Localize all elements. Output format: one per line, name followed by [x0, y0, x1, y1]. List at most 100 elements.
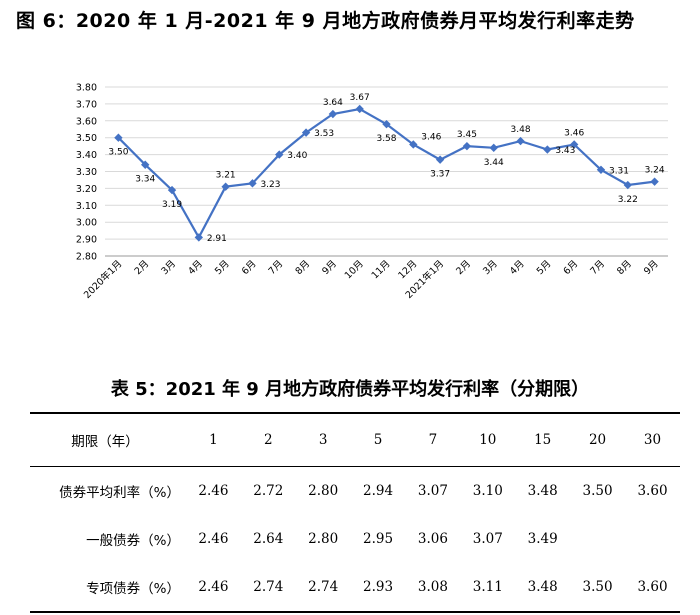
y-tick-label: 3.50 [76, 133, 97, 144]
table-cell: 3.48 [515, 563, 571, 613]
x-tick-label: 2月 [133, 258, 152, 277]
header-cell: 15 [515, 412, 571, 467]
table-row: 专项债券（%） 2.46 2.74 2.74 2.93 3.08 3.11 3.… [30, 563, 680, 613]
data-point [462, 141, 472, 151]
header-cell: 2 [240, 412, 296, 467]
table-row: 债券平均利率（%） 2.46 2.72 2.80 2.94 3.07 3.10 … [30, 467, 680, 516]
x-tick-label: 6月 [240, 258, 259, 277]
y-tick-label: 3.10 [76, 201, 97, 212]
y-tick-label: 3.70 [76, 99, 97, 110]
data-label: 3.21 [216, 171, 236, 181]
table-cell [570, 515, 625, 563]
data-label: 3.23 [260, 180, 280, 190]
header-cell: 3 [295, 412, 351, 467]
data-point [435, 155, 445, 164]
y-axis-ticks: 2.80 2.90 3.00 3.10 3.20 3.30 3.40 3.50 3.60 3.70… [76, 83, 97, 263]
data-point [382, 119, 391, 129]
table-header-row: 期限（年） 1 2 3 5 7 10 15 20 30 [30, 412, 680, 467]
table-cell: 2.46 [186, 563, 241, 613]
x-tick-label: 8月 [615, 258, 634, 277]
table-cell: 2.95 [363, 531, 394, 547]
data-label: 3.64 [323, 98, 343, 108]
data-label: 3.50 [108, 148, 128, 158]
table-cell: 3.11 [460, 563, 516, 613]
y-tick-label: 3.60 [76, 116, 97, 127]
header-cell: 1 [186, 412, 241, 467]
y-tick-label: 2.80 [76, 252, 97, 263]
x-tick-label: 11月 [370, 258, 393, 281]
data-point [194, 233, 204, 242]
row-label: 一般债券（%） [86, 533, 180, 549]
data-label: 3.19 [162, 200, 182, 210]
header-cell: 20 [570, 412, 625, 467]
header-cell: 5 [350, 412, 406, 467]
x-tick-label: 7月 [588, 258, 607, 277]
table-cell: 3.08 [405, 563, 461, 613]
data-point [355, 104, 364, 114]
x-tick-label: 2020年1月 [81, 258, 124, 301]
chart-gridlines [105, 86, 668, 257]
header-cell: 7 [405, 412, 461, 467]
table-cell: 3.50 [582, 483, 613, 499]
table-cell: 2.46 [198, 483, 229, 499]
x-tick-label: 9月 [320, 258, 339, 277]
table-title: 表 5：2021 年 9 月地方政府债券平均发行利率（分期限） [110, 379, 590, 400]
header-cell: 10 [460, 412, 516, 467]
table-cell: 2.93 [350, 563, 406, 613]
data-label: 3.46 [421, 132, 441, 142]
x-tick-label: 7月 [267, 258, 286, 277]
table-cell: 2.72 [253, 483, 284, 499]
data-point [221, 182, 230, 191]
data-point [543, 145, 552, 154]
x-tick-label: 2月 [454, 258, 473, 277]
table-cell: 3.48 [527, 483, 558, 499]
table-cell: 3.49 [527, 531, 558, 547]
data-point [301, 128, 311, 137]
x-tick-label: 6月 [562, 258, 581, 277]
table-cell: 3.07 [472, 531, 503, 547]
data-point [489, 143, 498, 153]
row-label: 债券平均利率（%） [59, 485, 180, 501]
data-label: 3.31 [609, 166, 629, 176]
data-point [275, 150, 284, 159]
rate-by-term-table: 期限（年） 1 2 3 5 7 10 15 20 30 债券平均利率（%） 2.… [30, 412, 680, 613]
data-label: 3.34 [135, 175, 155, 185]
series-points [114, 104, 659, 242]
y-tick-label: 3.30 [76, 167, 97, 178]
data-label: 3.67 [350, 93, 370, 103]
x-tick-label: 3月 [481, 258, 500, 277]
line-chart: 2.80 2.90 3.00 3.10 3.20 3.30 3.40 3.50 3.60 3.70… [76, 83, 668, 301]
table-row: 一般债券（%） 2.46 2.64 2.80 2.95 3.06 3.07 3.… [30, 515, 680, 563]
x-tick-label: 8月 [293, 258, 312, 277]
table-cell: 2.94 [363, 483, 394, 499]
table-cell: 2.64 [253, 531, 284, 547]
data-label: 3.43 [555, 146, 575, 156]
data-point [248, 179, 257, 188]
data-point [596, 165, 606, 175]
table-cell: 3.60 [637, 483, 668, 499]
x-tick-label: 12月 [396, 258, 419, 281]
data-point [167, 185, 177, 195]
data-label: 2.91 [207, 234, 227, 244]
data-label: 3.46 [564, 128, 584, 138]
y-tick-label: 3.40 [76, 150, 97, 161]
table-cell: 2.80 [308, 483, 339, 499]
x-tick-label: 4月 [508, 258, 527, 277]
y-tick-label: 3.00 [76, 218, 97, 229]
table-cell: 3.60 [625, 563, 680, 613]
table-cell: 3.07 [417, 483, 448, 499]
data-label: 3.58 [376, 134, 396, 144]
data-labels: 3.50 3.34 3.19 2.91 3.21 3.23 3.40 3.53 3.64 3.67… [108, 93, 665, 244]
data-point [569, 140, 579, 149]
table-cell: 2.74 [295, 563, 351, 613]
data-point [328, 109, 338, 119]
x-tick-label: 5月 [535, 258, 554, 277]
header-label: 期限（年） [30, 412, 186, 467]
x-tick-label: 9月 [642, 258, 661, 277]
x-tick-label: 3月 [159, 258, 178, 277]
table-cell: 2.74 [240, 563, 296, 613]
table-cell: 3.06 [417, 531, 448, 547]
data-label: 3.44 [484, 158, 504, 168]
data-label: 3.48 [511, 125, 531, 135]
